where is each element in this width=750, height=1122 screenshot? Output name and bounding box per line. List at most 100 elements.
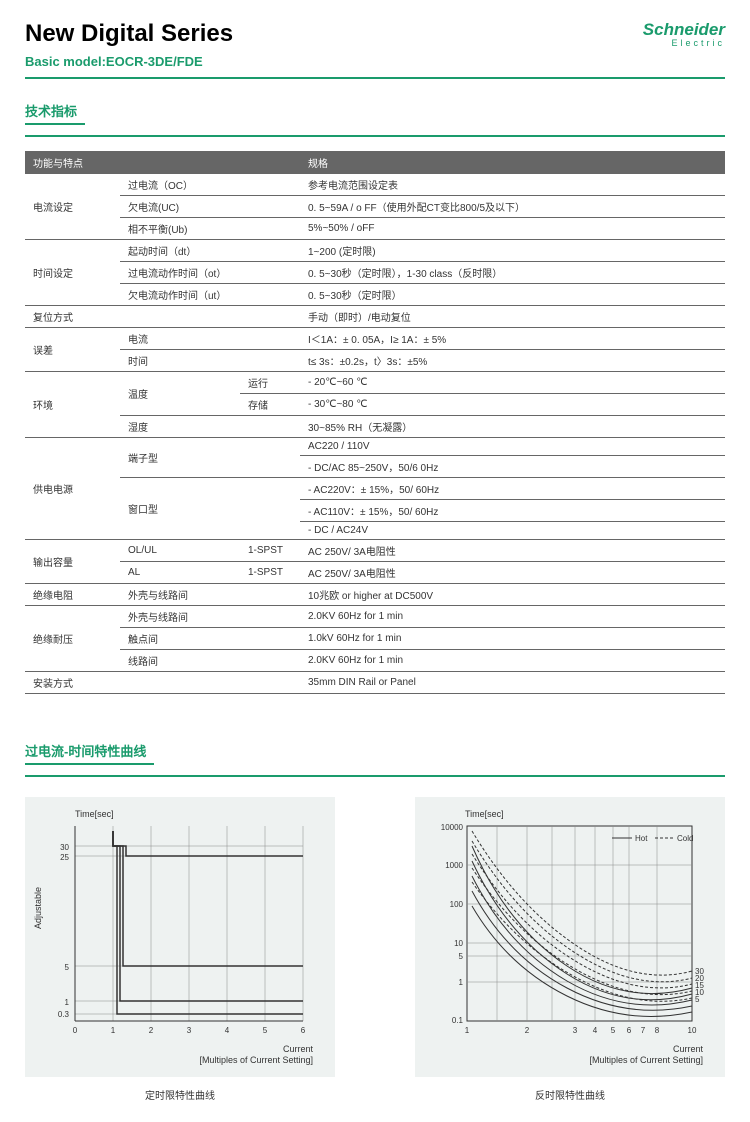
chart-fixed-time: Time[sec] Adjustable	[25, 797, 335, 1102]
row-value: t≤ 3s：±0.2s，t〉3s：±5%	[300, 350, 725, 372]
spec-table: 功能与特点 规格 电流设定过电流（OC）参考电流范围设定表欠电流(UC)0. 5…	[25, 151, 725, 694]
svg-text:3: 3	[573, 1026, 578, 1035]
svg-text:0.1: 0.1	[452, 1016, 464, 1025]
table-row: 复位方式手动（即时）/电动复位	[25, 306, 725, 328]
table-row: 相不平衡(Ub)5%~50% / oFF	[25, 218, 725, 240]
row-sub2: 1-SPST	[240, 540, 300, 562]
row-sub: 窗口型	[120, 478, 300, 540]
svg-text:100: 100	[450, 900, 464, 909]
svg-text:8: 8	[655, 1026, 660, 1035]
table-row: 窗口型- AC220V：± 15%，50/ 60Hz	[25, 478, 725, 500]
row-sub2: 运行	[240, 372, 300, 394]
row-sub: 端子型	[120, 438, 300, 478]
table-row: 绝缘耐压外壳与线路间2.0KV 60Hz for 1 min	[25, 606, 725, 628]
row-value: AC 250V/ 3A电阻性	[300, 562, 725, 584]
chart2-xlabel2: [Multiples of Current Setting]	[589, 1055, 703, 1065]
svg-text:30: 30	[60, 843, 69, 852]
svg-text:5: 5	[263, 1026, 268, 1035]
svg-text:5: 5	[611, 1026, 616, 1035]
svg-text:6: 6	[301, 1026, 306, 1035]
row-value: 2.0KV 60Hz for 1 min	[300, 606, 725, 628]
svg-text:1: 1	[65, 998, 70, 1007]
svg-text:3: 3	[187, 1026, 192, 1035]
row-sub	[120, 306, 300, 328]
svg-text:2: 2	[525, 1026, 530, 1035]
svg-text:10: 10	[454, 939, 463, 948]
svg-text:5: 5	[695, 995, 700, 1004]
svg-text:10000: 10000	[441, 823, 464, 832]
chart2-xlabel1: Current	[673, 1044, 703, 1054]
section-spec-title: 技术指标	[25, 99, 85, 125]
chart-inverse-time: Time[sec]	[415, 797, 725, 1102]
svg-text:4: 4	[225, 1026, 230, 1035]
row-value: 0. 5~30秒（定时限）	[300, 284, 725, 306]
svg-text:1: 1	[111, 1026, 116, 1035]
row-sub: 温度	[120, 372, 240, 416]
row-group: 供电电源	[25, 438, 120, 540]
row-sub: 过电流（OC）	[120, 174, 300, 196]
row-group: 输出容量	[25, 540, 120, 584]
row-value: AC 250V/ 3A电阻性	[300, 540, 725, 562]
row-value: 1~200 (定时限)	[300, 240, 725, 262]
svg-text:1: 1	[459, 978, 464, 987]
table-row: 环境温度运行- 20℃~60 ℃	[25, 372, 725, 394]
table-row: AL1-SPSTAC 250V/ 3A电阻性	[25, 562, 725, 584]
table-row: 时间设定起动时间（dt）1~200 (定时限)	[25, 240, 725, 262]
row-value: - DC / AC24V	[300, 522, 725, 540]
row-value: I＜1A：± 0. 05A，I≥ 1A：± 5%	[300, 328, 725, 350]
page-title: New Digital Series	[25, 20, 643, 48]
logo-name: Schneider	[643, 20, 725, 40]
row-sub: 欠电流(UC)	[120, 196, 300, 218]
svg-text:6: 6	[627, 1026, 632, 1035]
table-row: 线路间2.0KV 60Hz for 1 min	[25, 650, 725, 672]
brand-logo: Schneider Electric	[643, 20, 725, 48]
table-row: 供电电源端子型AC220 / 110V	[25, 438, 725, 456]
row-value: 5%~50% / oFF	[300, 218, 725, 240]
svg-text:5: 5	[65, 963, 70, 972]
row-value: 参考电流范围设定表	[300, 174, 725, 196]
chart1-xlabel1: Current	[283, 1044, 313, 1054]
table-row: 输出容量OL/UL1-SPSTAC 250V/ 3A电阻性	[25, 540, 725, 562]
table-header-features: 功能与特点	[25, 151, 300, 174]
svg-text:5: 5	[459, 952, 464, 961]
svg-text:1000: 1000	[445, 861, 463, 870]
row-sub2: 1-SPST	[240, 562, 300, 584]
row-sub: 电流	[120, 328, 300, 350]
table-row: 欠电流(UC)0. 5~59A / o FF（使用外配CT变比800/5及以下）	[25, 196, 725, 218]
chart2-ylabel: Time[sec]	[465, 809, 715, 819]
table-row: 欠电流动作时间（ut）0. 5~30秒（定时限）	[25, 284, 725, 306]
row-group: 电流设定	[25, 174, 120, 240]
row-group: 绝缘电阻	[25, 584, 120, 606]
row-sub2: 存储	[240, 394, 300, 416]
row-group: 环境	[25, 372, 120, 438]
row-value: 1.0kV 60Hz for 1 min	[300, 628, 725, 650]
row-value: - DC/AC 85~250V，50/6 0Hz	[300, 456, 725, 478]
table-row: 过电流动作时间（ot）0. 5~30秒（定时限），1-30 class（反时限）	[25, 262, 725, 284]
row-group: 绝缘耐压	[25, 606, 120, 672]
svg-text:Cold: Cold	[677, 834, 693, 843]
svg-text:4: 4	[593, 1026, 598, 1035]
page-subtitle: Basic model:EOCR-3DE/FDE	[25, 54, 643, 73]
row-sub	[120, 672, 300, 694]
row-group: 安装方式	[25, 672, 120, 694]
row-group: 复位方式	[25, 306, 120, 328]
row-value: 30~85% RH（无凝露）	[300, 416, 725, 438]
chart1-caption: 定时限特性曲线	[25, 1087, 335, 1102]
chart1-xlabel2: [Multiples of Current Setting]	[199, 1055, 313, 1065]
row-value: 2.0KV 60Hz for 1 min	[300, 650, 725, 672]
row-sub: 湿度	[120, 416, 300, 438]
row-value: 10兆欧 or higher at DC500V	[300, 584, 725, 606]
row-value: 0. 5~30秒（定时限），1-30 class（反时限）	[300, 262, 725, 284]
row-sub: 欠电流动作时间（ut）	[120, 284, 300, 306]
table-row: 湿度30~85% RH（无凝露）	[25, 416, 725, 438]
section-chart-title: 过电流-时间特性曲线	[25, 739, 154, 765]
table-row: 安装方式 35mm DIN Rail or Panel	[25, 672, 725, 694]
svg-text:7: 7	[641, 1026, 646, 1035]
row-value: - AC220V：± 15%，50/ 60Hz	[300, 478, 725, 500]
table-row: 绝缘电阻外壳与线路间10兆欧 or higher at DC500V	[25, 584, 725, 606]
row-value: 35mm DIN Rail or Panel	[300, 672, 725, 694]
table-row: 时间t≤ 3s：±0.2s，t〉3s：±5%	[25, 350, 725, 372]
row-value: - 30℃~80 ℃	[300, 394, 725, 416]
svg-text:1: 1	[465, 1026, 470, 1035]
svg-text:0.3: 0.3	[58, 1010, 70, 1019]
